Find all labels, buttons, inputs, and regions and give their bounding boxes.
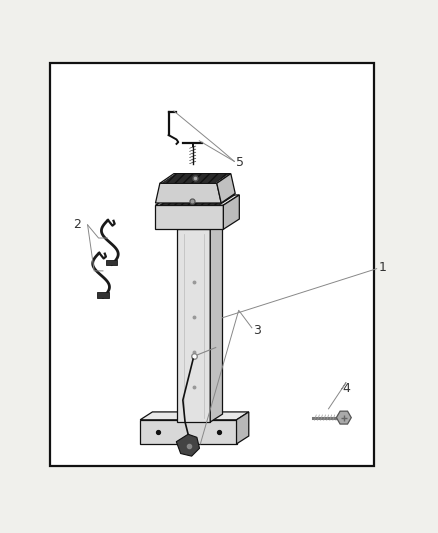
Polygon shape — [177, 221, 223, 229]
Polygon shape — [155, 205, 223, 229]
Polygon shape — [223, 195, 239, 229]
Text: 4: 4 — [343, 382, 350, 395]
Polygon shape — [155, 183, 221, 203]
Polygon shape — [160, 195, 235, 205]
Polygon shape — [162, 174, 229, 183]
Polygon shape — [336, 411, 351, 424]
Text: 2: 2 — [73, 218, 81, 231]
Polygon shape — [217, 174, 235, 203]
Bar — [97, 293, 109, 297]
Polygon shape — [155, 195, 239, 205]
Polygon shape — [210, 221, 223, 422]
Polygon shape — [176, 434, 200, 456]
Text: 3: 3 — [253, 324, 261, 336]
Bar — [50, 63, 374, 466]
Text: 1: 1 — [379, 261, 387, 274]
Polygon shape — [237, 412, 249, 444]
Polygon shape — [160, 174, 231, 183]
Text: 5: 5 — [236, 156, 244, 169]
Polygon shape — [177, 229, 210, 422]
Bar — [106, 260, 117, 265]
Polygon shape — [140, 412, 249, 420]
Polygon shape — [140, 420, 237, 444]
